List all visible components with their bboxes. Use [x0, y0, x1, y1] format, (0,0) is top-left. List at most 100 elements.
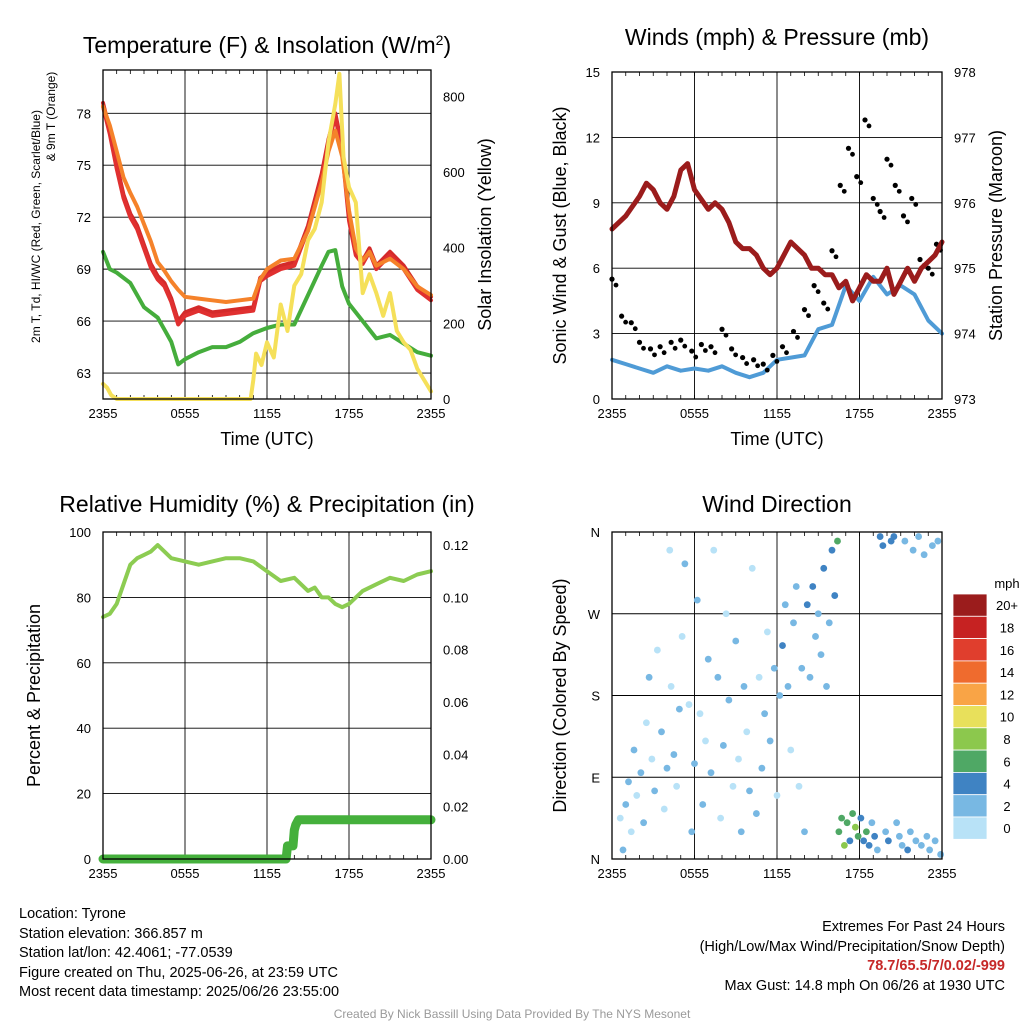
direction-point [787, 746, 795, 754]
gust-point [751, 357, 757, 363]
direction-point [743, 728, 751, 736]
gust-point [909, 195, 915, 202]
x-tick-label: 1155 [253, 866, 281, 881]
gust-point [811, 283, 817, 289]
colorbar-swatch [952, 749, 988, 773]
gust-point [825, 306, 831, 312]
y2-axis-label: Station Pressure (Maroon) [986, 130, 1006, 341]
x-tick-label: 2355 [417, 866, 446, 881]
y-tick-label: 78 [77, 106, 91, 121]
gust-point [801, 307, 808, 313]
y-tick-label: S [591, 689, 600, 704]
gust-point [682, 343, 688, 349]
direction-point [761, 710, 769, 718]
chart-title: Relative Humidity (%) & Precipitation (i… [59, 491, 474, 517]
y-tick-label: 0 [593, 392, 600, 407]
gust-point [815, 289, 821, 295]
direction-point [732, 637, 740, 645]
colorbar-swatch [952, 727, 988, 751]
colorbar-label: 18 [1000, 620, 1014, 635]
y2-tick-label: 0 [443, 392, 450, 407]
gust-point [755, 363, 761, 369]
direction-point [871, 832, 879, 840]
y-tick-label: 100 [69, 525, 91, 540]
y-tick-label: 40 [77, 721, 91, 736]
y2-tick-label: 975 [954, 261, 976, 276]
colorbar-label: 14 [1000, 665, 1014, 680]
x-tick-label: 0555 [680, 866, 709, 881]
gust-point [866, 123, 872, 129]
gust-point [874, 202, 880, 207]
y2-tick-label: 800 [443, 89, 465, 104]
direction-point [835, 828, 843, 836]
gust-point [888, 162, 894, 168]
direction-point [915, 533, 923, 540]
direction-point [846, 837, 854, 845]
direction-point [809, 583, 817, 590]
direction-point [666, 546, 674, 554]
y2-tick-label: 978 [954, 65, 976, 80]
y2-tick-label: 0.04 [443, 747, 468, 762]
direction-point [704, 655, 712, 663]
direction-point [737, 828, 745, 836]
x-tick-label: 2355 [598, 866, 627, 881]
y2-axis-label: Solar Insolation (Yellow) [475, 138, 495, 330]
gust-point [905, 219, 910, 225]
x-tick-label: 1155 [253, 406, 281, 421]
direction-point [934, 537, 942, 545]
direction-point [651, 787, 659, 795]
direction-point [884, 837, 892, 845]
gust-point [740, 354, 746, 361]
direction-point [860, 837, 868, 845]
chart-title: Temperature (F) & Insolation (W/m2) [83, 32, 451, 58]
gust-point [708, 344, 714, 350]
y2-tick-label: 977 [954, 130, 976, 145]
gust-point [733, 352, 739, 358]
direction-point [685, 701, 693, 708]
direction-point [865, 841, 873, 849]
station-location: Location: Tyrone [19, 906, 126, 922]
direction-point [917, 841, 925, 849]
y-axis-label-line2: & 9m T (Orange) [44, 72, 58, 162]
direction-point [906, 828, 914, 836]
x-tick-label: 2355 [89, 406, 118, 421]
gust-point [760, 361, 766, 367]
chart-title: Winds (mph) & Pressure (mb) [625, 24, 929, 50]
colorbar-swatch [952, 615, 988, 639]
gust-point [647, 346, 654, 352]
direction-point [640, 819, 648, 827]
colorbar-label: 0 [1003, 821, 1010, 836]
direction-point [876, 533, 884, 540]
direction-point [812, 633, 819, 640]
direction-point [923, 832, 931, 840]
gust-point [729, 346, 735, 352]
colorbar-swatch [952, 816, 988, 840]
gust-point [795, 335, 800, 340]
colorbar-label: 6 [1003, 754, 1010, 769]
direction-point [625, 778, 632, 786]
x-tick-label: 1755 [335, 866, 364, 881]
y2-tick-label: 0.00 [443, 852, 468, 867]
colorbar-label: 10 [1000, 710, 1014, 725]
direction-point [773, 792, 781, 799]
direction-point [755, 673, 763, 681]
x-tick-label: 2355 [928, 866, 957, 881]
winds-pressure-panel: 2355 0555 1155 1755 235503691215973974975976… [550, 24, 1006, 449]
extremes-block: Extremes For Past 24 Hours (High/Low/Max… [700, 918, 1005, 996]
figure-created: Figure created on Thu, 2025-06-26, at 23… [19, 964, 338, 981]
colorbar-label: 12 [1000, 687, 1014, 702]
direction-point [693, 596, 701, 604]
direction-point [834, 537, 841, 545]
gust-point [896, 188, 902, 194]
y2-tick-label: 200 [443, 316, 465, 331]
chart-title: Wind Direction [702, 491, 852, 517]
y2-tick-label: 400 [443, 241, 465, 256]
direction-point [645, 673, 653, 681]
gust-point [870, 195, 876, 202]
extremes-values: 78.7/65.5/7/0.02/-999 [867, 958, 1005, 974]
y-axis-label: Sonic Wind & Gust (Blue, Black) [550, 106, 570, 364]
gust-point [689, 348, 695, 354]
direction-point [801, 828, 808, 836]
x-tick-label: 2355 [417, 406, 446, 421]
